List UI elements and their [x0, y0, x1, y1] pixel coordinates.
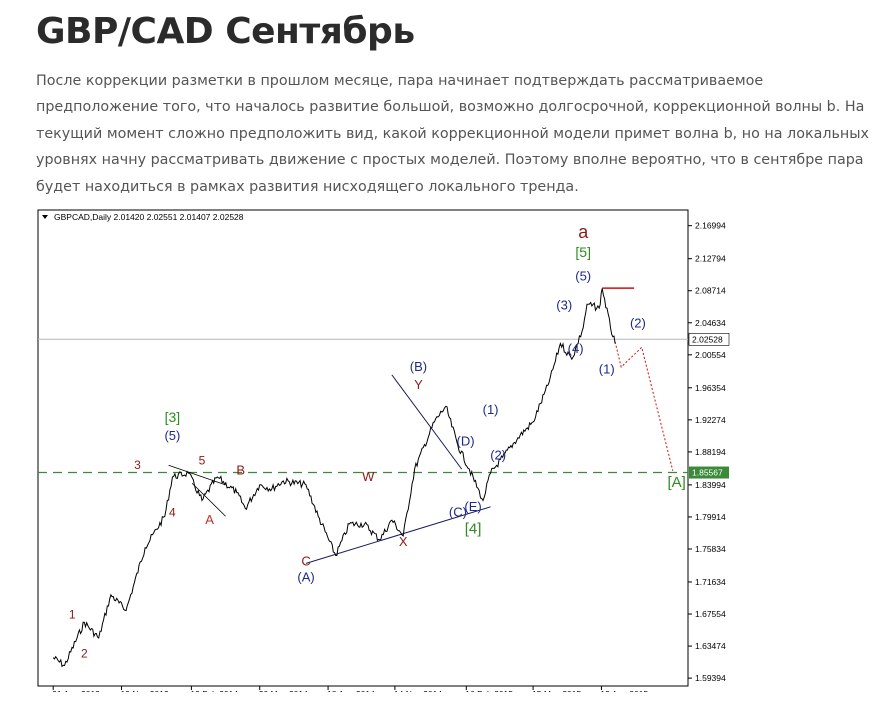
wave-label: (5) [575, 269, 591, 284]
triangle-upper-trendline [391, 374, 463, 470]
x-tick-label: 13 Aug 2015 [600, 689, 648, 692]
wave-label: (A) [297, 569, 314, 584]
y-tick-label: 1.59394 [695, 673, 726, 683]
y-tick-label: 2.08714 [695, 286, 726, 296]
wave-label: [4] [465, 521, 482, 538]
wave-label: 3 [134, 458, 141, 472]
y-tick-label: 1.88194 [695, 447, 726, 457]
wave-label: [5] [575, 244, 591, 260]
price-series-line [52, 288, 616, 668]
y-tick-label: 1.96354 [695, 383, 726, 393]
support-level-box [689, 466, 729, 479]
wave-label: (3) [556, 298, 572, 313]
y-tick-label: 1.92274 [695, 415, 726, 425]
wave-label: (4) [568, 341, 584, 356]
wave-label: 2 [81, 647, 88, 661]
x-tick-label: 15 May 2015 [532, 689, 581, 692]
y-tick-label: 2.16994 [695, 221, 726, 231]
wave-label: C [301, 554, 310, 569]
menu-arrow-icon[interactable] [42, 215, 48, 219]
y-tick-label: 1.83994 [695, 480, 726, 490]
current-price-label: 2.02528 [692, 334, 723, 344]
page-title: GBP/CAD Сентябрь [36, 11, 415, 52]
wave-label: X [399, 534, 408, 549]
wave-label: (C) [449, 504, 467, 519]
wave-label: (2) [490, 448, 506, 463]
wave-label: (5) [164, 428, 180, 443]
wave-4-connector [191, 482, 226, 517]
y-tick-label: 1.63474 [695, 641, 726, 651]
wave-label: W [362, 469, 375, 484]
x-tick-label: 18 Aug 2014 [327, 689, 375, 692]
price-chart: 2.16994 2.12794 2.08714 2.04634 2.00554 1.963… [37, 209, 730, 699]
y-tick-label: 1.79914 [695, 512, 726, 522]
y-tick-label: 1.67554 [695, 609, 726, 619]
wave-label: Y [414, 377, 423, 392]
y-tick-label: 2.04634 [695, 318, 726, 328]
wave-label: 4 [169, 505, 176, 519]
wave-label: 1 [69, 607, 76, 621]
x-tick-label: 19 Nov 2013 [121, 689, 169, 692]
forecast-path [614, 341, 674, 471]
wave-label: (E) [464, 499, 481, 514]
support-level-label: 1.85567 [692, 468, 723, 478]
y-tick-label: 2.12794 [695, 254, 726, 264]
y-tick-label: 1.71634 [695, 577, 726, 587]
wave-a-connector [168, 464, 226, 486]
wave-label: 5 [199, 453, 206, 467]
y-tick-label: 2.00554 [695, 350, 726, 360]
wave-label: (B) [410, 359, 427, 374]
wave-label: [3] [165, 409, 181, 425]
wave-label: a [578, 222, 589, 242]
wave-label: (1) [599, 361, 615, 376]
x-tick-label: 16 Feb 2015 [465, 689, 513, 692]
x-tick-label: 20 May 2014 [259, 689, 308, 692]
wave-label: (D) [456, 434, 474, 449]
x-tick-label: 19 Feb 2014 [190, 689, 238, 692]
x-tick-label: 14 Nov 2014 [394, 689, 442, 692]
wave-label: (1) [483, 402, 499, 417]
wave-label: A [205, 512, 214, 527]
plot-area [37, 209, 689, 687]
wave-label: B [236, 463, 245, 478]
wave-label: [A] [667, 474, 685, 491]
chart-container: 2.16994 2.12794 2.08714 2.04634 2.00554 1.963… [36, 207, 730, 699]
wave-label: (2) [630, 316, 646, 331]
x-tick-label: 21 Aug 2013 [52, 689, 100, 692]
y-tick-label: 1.75834 [695, 544, 726, 554]
chart-header: GBPCAD,Daily 2.01420 2.02551 2.01407 2.0… [54, 212, 244, 222]
article-description: После коррекции разметки в прошлом месяц… [36, 73, 870, 195]
current-price-box [688, 333, 730, 346]
